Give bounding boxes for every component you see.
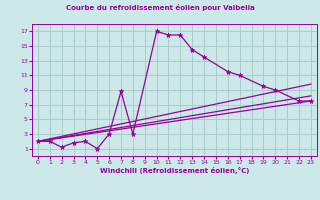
Text: Courbe du refroidissement éolien pour Valbella: Courbe du refroidissement éolien pour Va… [66, 4, 254, 11]
X-axis label: Windchill (Refroidissement éolien,°C): Windchill (Refroidissement éolien,°C) [100, 167, 249, 174]
